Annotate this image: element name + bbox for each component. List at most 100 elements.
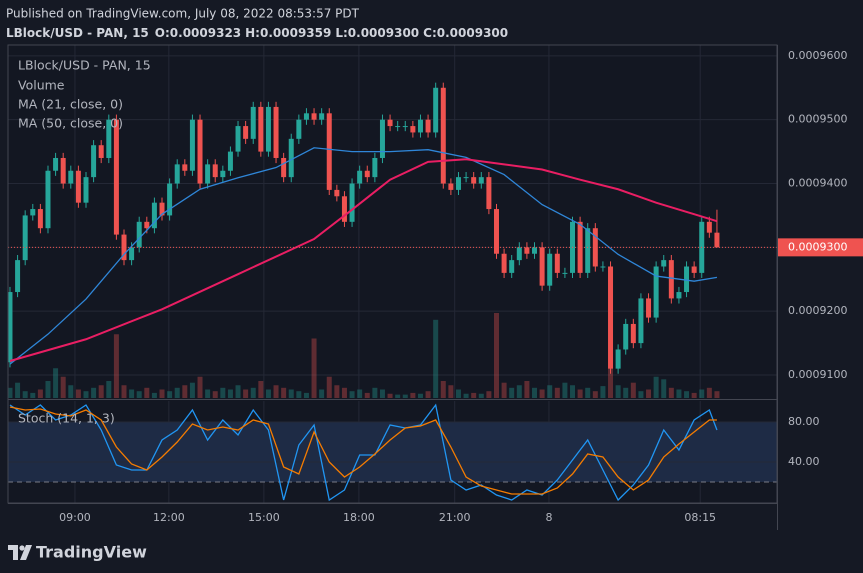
last-price-tag — [778, 238, 863, 257]
volume-bar — [486, 391, 492, 398]
volume-bar — [433, 319, 439, 398]
volume-bar — [167, 391, 173, 398]
candle-body — [676, 292, 682, 299]
candle-body — [509, 260, 515, 273]
last-price-label: 0.0009300 — [788, 240, 848, 253]
band-fill — [8, 422, 777, 482]
volume-bar — [174, 387, 180, 398]
candle-body — [189, 119, 195, 171]
candle-body — [349, 183, 355, 222]
volume-bar — [402, 394, 408, 398]
volume-bar — [189, 382, 195, 398]
candle-body — [182, 164, 188, 171]
volume-bar — [395, 394, 401, 398]
candle-body — [455, 177, 461, 190]
candle-body — [372, 157, 378, 178]
candle-body — [159, 202, 165, 216]
volume-bar — [151, 392, 157, 398]
volume-bar — [60, 376, 66, 398]
volume-bar — [265, 389, 271, 398]
volume-bar — [205, 389, 211, 398]
volume-bar — [144, 387, 150, 398]
volume-bar — [250, 387, 256, 398]
candle-body — [129, 247, 135, 261]
y-tick-label: 0.0009600 — [788, 49, 848, 62]
volume-bar — [684, 391, 690, 398]
volume-bar — [463, 393, 469, 398]
candle-body — [524, 247, 530, 254]
volume-bar — [113, 334, 119, 398]
candle-body — [53, 157, 59, 171]
volume-bar — [532, 387, 538, 398]
x-tick-label: 18:00 — [343, 511, 375, 524]
candle-body — [706, 221, 712, 233]
candle-body — [167, 183, 173, 216]
volume-bar — [281, 387, 287, 398]
candle-body — [174, 164, 180, 184]
candle-body — [585, 228, 591, 273]
x-tick-label: 21:00 — [439, 511, 471, 524]
candle-body — [144, 221, 150, 229]
legend-symbol: LBlock/USD - PAN, 15 — [18, 58, 151, 73]
stoch-line — [9, 403, 718, 502]
candle-body — [243, 126, 249, 139]
volume-bar — [471, 392, 477, 398]
ohlc-key: L: — [335, 26, 347, 40]
candle-body — [75, 170, 81, 203]
ohlc-key: O: — [155, 26, 170, 40]
y-tick-label: 0.0009100 — [788, 368, 848, 381]
candle-body — [516, 247, 522, 261]
candle-body — [250, 106, 256, 139]
volume-bar — [349, 391, 355, 398]
volume-bar — [334, 385, 340, 398]
candle-body — [288, 138, 294, 178]
ma-line — [9, 158, 718, 362]
symbol: LBlock/USD - PAN, 15 — [6, 26, 149, 40]
x-tick-label: 8 — [545, 511, 552, 524]
volume-bar — [326, 376, 332, 398]
volume-bar — [273, 385, 279, 398]
volume-bar — [53, 368, 59, 398]
candle-body — [364, 170, 370, 178]
candle-body — [379, 119, 385, 158]
volume-bar — [288, 389, 294, 398]
volume-bar — [699, 389, 705, 398]
candle-body — [98, 145, 104, 158]
candle-body — [486, 177, 492, 210]
volume-bar — [410, 392, 416, 398]
volume-bar — [220, 387, 226, 398]
volume-bar — [379, 389, 385, 398]
candle-body — [425, 119, 431, 133]
candle-body — [417, 119, 423, 133]
ohlc-value: 0.0009300 — [437, 26, 508, 40]
volume-bar — [509, 387, 515, 398]
volume-bar — [296, 391, 302, 398]
volume-bar — [638, 391, 644, 398]
volume-bar — [646, 389, 652, 398]
volume-bar — [372, 387, 378, 398]
candle-body — [532, 247, 538, 254]
candle-body — [653, 266, 659, 318]
ohlc-key: C: — [423, 26, 437, 40]
volume-bar — [661, 379, 667, 398]
candle-body — [463, 177, 469, 179]
volume-bar — [311, 338, 317, 398]
candle-body — [106, 119, 112, 158]
y-tick-label: 0.0009200 — [788, 304, 848, 317]
volume-bar — [417, 393, 423, 398]
candle-body — [539, 247, 545, 286]
candle-body — [121, 234, 127, 261]
volume-bar — [91, 387, 97, 398]
y-tick-label: 0.0009500 — [788, 113, 848, 126]
candle-body — [303, 113, 309, 120]
x-tick-label: 08:15 — [684, 511, 716, 524]
volume-bar — [539, 389, 545, 398]
candle-body — [623, 323, 629, 350]
candle-body — [402, 126, 408, 128]
candle-body — [714, 232, 720, 248]
candle-body — [410, 126, 416, 133]
candle-body — [592, 228, 598, 267]
volume-bar — [615, 385, 621, 398]
volume-bar — [630, 382, 636, 398]
y-tick-label: 0.0009400 — [788, 177, 848, 190]
